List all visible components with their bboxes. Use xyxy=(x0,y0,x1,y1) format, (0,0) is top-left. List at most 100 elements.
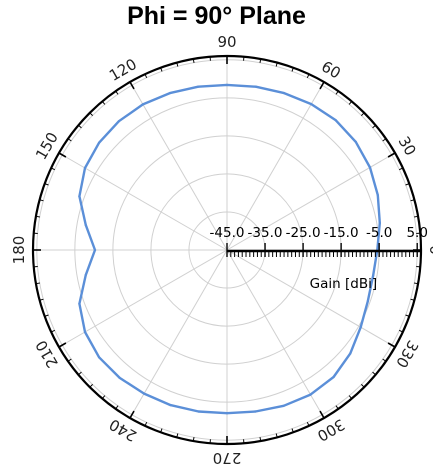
angle-tick-105 xyxy=(176,62,179,67)
radial-tick-label-1: -35.0 xyxy=(248,225,283,241)
radial-tick-label-4: -5.0 xyxy=(366,225,392,241)
grid-spoke-330 xyxy=(226,249,396,348)
angle-tick-135 xyxy=(89,112,94,117)
data-point-330 xyxy=(359,326,362,329)
angle-tick-215 xyxy=(67,358,72,362)
radial-axis-label: Gain [dBi] xyxy=(310,276,377,292)
angle-tick-235 xyxy=(115,405,119,410)
data-point-290 xyxy=(282,404,285,407)
angle-label-180: 180 xyxy=(10,236,28,265)
data-point-350 xyxy=(372,274,375,277)
angle-tick-75 xyxy=(275,62,278,67)
data-point-200 xyxy=(78,302,81,305)
angle-tick-255 xyxy=(176,433,179,438)
grid-spoke-150 xyxy=(58,152,228,251)
data-point-340 xyxy=(366,300,369,303)
data-point-50 xyxy=(334,119,337,122)
data-point-80 xyxy=(254,85,257,88)
data-point-30 xyxy=(368,166,372,169)
grid-spoke-30 xyxy=(226,152,396,251)
angle-tick-160 xyxy=(44,183,49,186)
data-point-310 xyxy=(332,375,335,379)
angle-tick-100 xyxy=(192,58,195,63)
angle-tick-315 xyxy=(360,383,365,388)
angle-tick-165 xyxy=(39,199,44,202)
angle-tick-310 xyxy=(348,395,353,399)
angle-tick-20 xyxy=(405,183,410,186)
angle-tick-295 xyxy=(306,421,310,427)
angle-tick-120 xyxy=(129,81,135,90)
angle-tick-250 xyxy=(160,428,163,433)
angle-tick-280 xyxy=(259,437,262,442)
data-point-210 xyxy=(83,330,87,334)
angle-label-0: 0 xyxy=(426,245,433,255)
angle-tick-240 xyxy=(129,410,135,419)
angle-label-270: 270 xyxy=(213,449,242,467)
angle-tick-350 xyxy=(414,282,419,285)
angle-tick-30 xyxy=(387,152,396,158)
angle-tick-145 xyxy=(67,138,72,142)
grid-spoke-60 xyxy=(226,81,325,251)
angle-tick-70 xyxy=(291,67,294,72)
data-point-190 xyxy=(84,273,87,276)
angle-tick-80 xyxy=(259,58,262,63)
angle-tick-125 xyxy=(115,90,119,95)
angle-tick-155 xyxy=(50,167,56,171)
data-point-60 xyxy=(310,103,313,106)
angle-tick-10 xyxy=(414,215,419,218)
angle-tick-305 xyxy=(335,405,339,410)
grid-spoke-210 xyxy=(58,249,228,348)
chart-title: Phi = 90° Plane xyxy=(127,2,306,30)
data-point-320 xyxy=(349,352,352,355)
data-point-160 xyxy=(78,195,81,198)
angle-label-60: 60 xyxy=(318,57,344,82)
angle-tick-40 xyxy=(372,124,376,129)
data-point-40 xyxy=(354,140,357,143)
angle-tick-190 xyxy=(35,282,40,285)
angle-tick-325 xyxy=(382,358,387,362)
angle-tick-200 xyxy=(44,314,49,317)
angle-label-90: 90 xyxy=(217,33,236,51)
data-point-100 xyxy=(197,85,200,88)
data-point-220 xyxy=(98,356,101,359)
angle-tick-35 xyxy=(382,138,387,142)
data-point-130 xyxy=(117,120,120,123)
data-point-70 xyxy=(283,92,286,95)
angle-tick-110 xyxy=(160,67,163,72)
data-point-270 xyxy=(225,412,229,415)
angle-tick-345 xyxy=(410,298,415,301)
radial-tick-label-0: -45.0 xyxy=(210,225,245,241)
data-point-250 xyxy=(169,404,172,407)
data-point-150 xyxy=(83,166,87,170)
data-point-280 xyxy=(254,410,257,413)
data-point-180 xyxy=(93,248,97,252)
angle-tick-55 xyxy=(335,90,339,95)
angle-tick-150 xyxy=(58,152,67,158)
data-point-240 xyxy=(143,392,146,395)
radial-tick-label-5: 5.0 xyxy=(406,225,427,241)
angle-tick-340 xyxy=(405,314,410,317)
grid-spoke-300 xyxy=(226,249,325,419)
angle-tick-300 xyxy=(319,410,325,419)
angle-tick-195 xyxy=(39,298,44,301)
angle-tick-140 xyxy=(78,124,82,129)
data-point-170 xyxy=(84,224,87,227)
angle-tick-65 xyxy=(306,73,310,79)
angle-tick-285 xyxy=(275,433,278,438)
data-point-20 xyxy=(376,194,379,197)
angle-tick-60 xyxy=(319,81,325,90)
data-point-300 xyxy=(309,393,312,396)
angle-tick-50 xyxy=(348,101,353,105)
grid-spoke-120 xyxy=(129,81,228,251)
angle-tick-210 xyxy=(58,342,67,348)
angle-tick-245 xyxy=(144,421,148,427)
radial-tick-label-3: -15.0 xyxy=(324,225,359,241)
data-point-140 xyxy=(98,141,101,144)
data-point-10 xyxy=(378,221,381,225)
angle-tick-220 xyxy=(78,371,82,376)
data-point-90 xyxy=(225,83,229,86)
grid-spoke-240 xyxy=(129,249,228,419)
angle-tick-290 xyxy=(291,428,294,433)
angle-tick-260 xyxy=(192,437,195,442)
